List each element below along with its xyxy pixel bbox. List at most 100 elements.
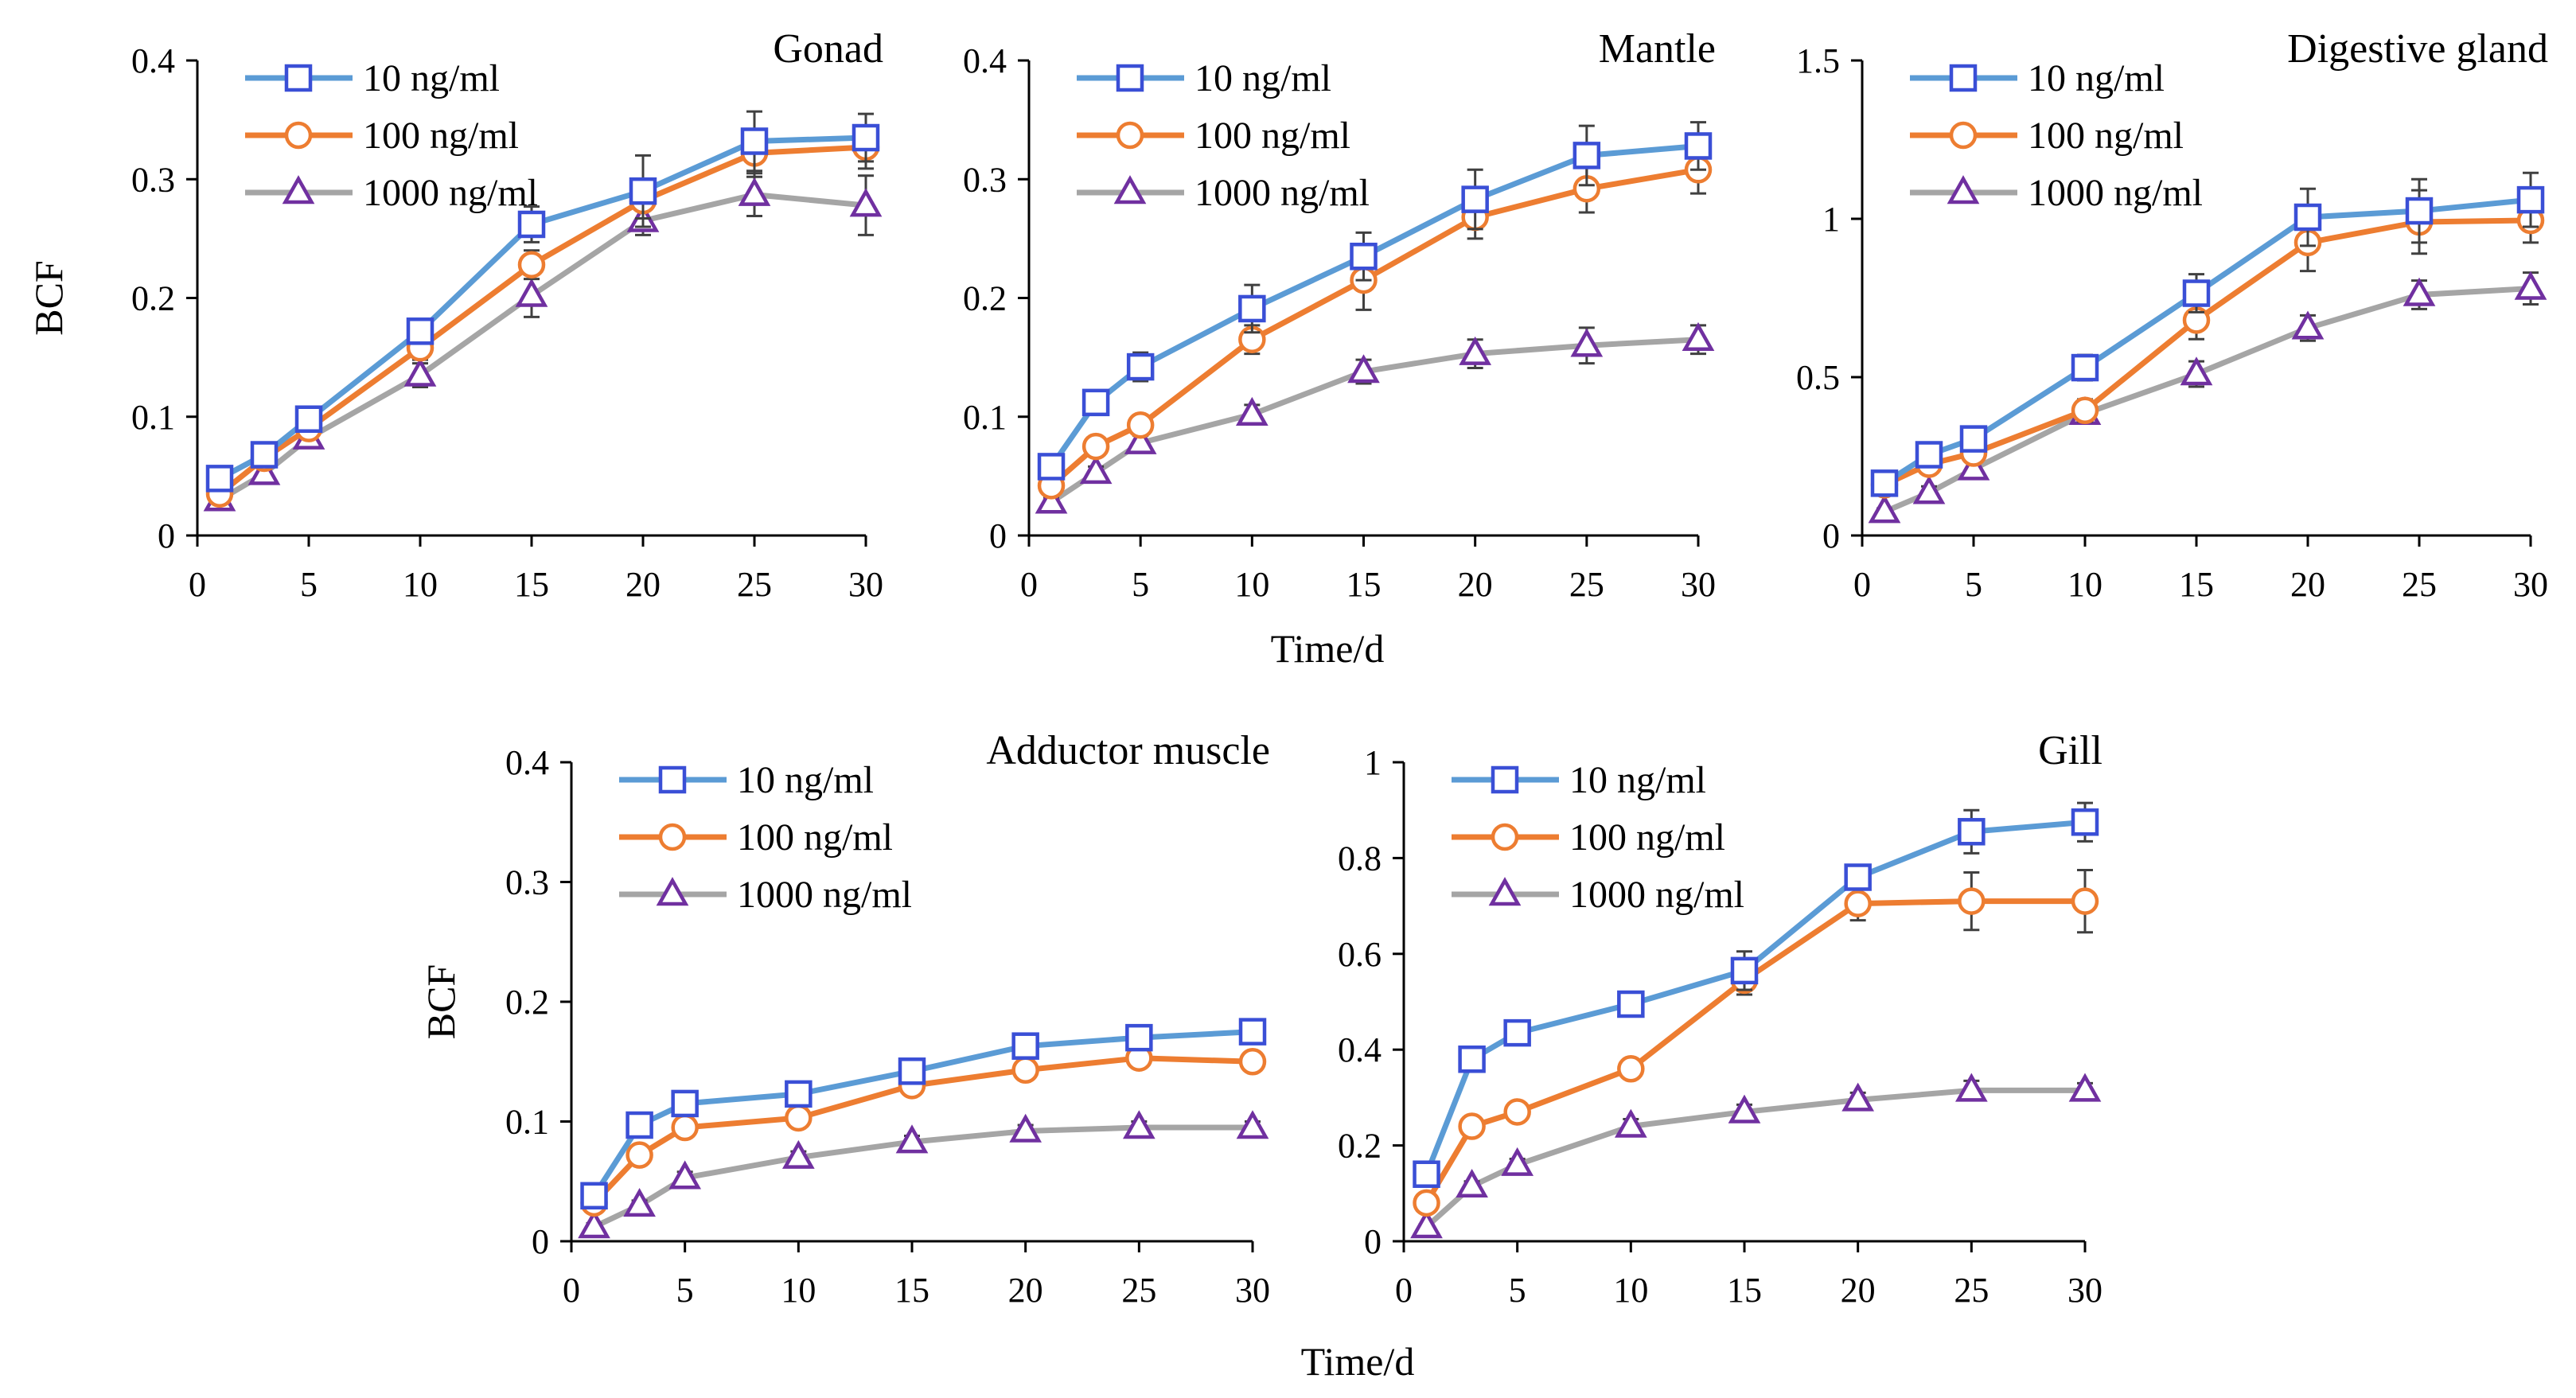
y-axis-title: BCF [26,260,71,336]
panel-title: Adductor muscle [986,728,1270,773]
legend-marker-s100 [284,121,313,150]
data-point-s100 [671,1113,699,1142]
data-point-s1000 [2403,277,2436,306]
legend: 10 ng/ml 100 ng/ml 1000 ng/ml [1910,57,2203,214]
data-point-s10 [1461,185,1489,213]
x-tick-label: 10 [2067,565,2102,604]
x-tick-label: 25 [1569,565,1604,604]
data-point-s10 [785,1080,813,1108]
x-tick-label: 20 [1458,565,1493,604]
data-point-s1000 [1912,475,1946,504]
x-tick-label: 15 [1346,565,1382,604]
data-point-s1000 [1459,336,1492,365]
data-point-s10 [2516,185,2545,214]
chart-panel-2: 0 0.5 1 1.5 0 5 10 15 20 25 30 Digestive gland 10 ng… [1796,26,2548,604]
data-point-s10 [2182,279,2211,307]
data-point-s100 [517,251,546,278]
data-point-s1000 [1954,1073,1988,1102]
legend-label-s100: 100 ng/ml [363,115,519,157]
chart-panel-0: 0 0.1 0.2 0.3 0.4 0 5 10 15 20 25 30 BCF Gonad 10 ng/m… [26,26,883,604]
data-point-s1000 [1236,1110,1269,1139]
data-point-s1000 [1957,451,1990,481]
data-point-s10 [1959,425,1988,453]
x-tick-label: 30 [2067,1271,2102,1310]
data-point-s1000 [515,278,548,307]
series-s100 [1413,868,2099,1217]
x-axis-title-top: Time/d [1271,626,1385,671]
data-point-s10 [1350,243,1378,271]
y-tick-label: 0.8 [1338,839,1382,878]
data-point-s10 [1413,1160,1440,1188]
y-tick-label: 0.1 [131,398,175,437]
x-tick-label: 10 [1613,1271,1648,1310]
data-point-s10 [1958,818,1986,846]
x-axis-title-bottom: Time/d [1301,1339,1415,1384]
data-point-s1000 [1841,1082,1875,1112]
data-point-s10 [1503,1018,1531,1047]
data-point-s1000 [1235,396,1269,426]
data-point-s100 [1126,411,1155,439]
legend-label-s10: 10 ng/ml [2028,57,2165,99]
legend-label-s100: 100 ng/ml [1569,816,1725,859]
data-point-s1000 [1079,455,1113,485]
data-point-s1000 [849,188,883,217]
data-point-s100 [1011,1056,1039,1085]
data-point-s10 [1572,142,1601,169]
data-point-s1000 [1035,485,1068,514]
legend-marker-s100 [1116,121,1144,150]
series-s1000 [1035,321,1715,514]
data-point-s1000 [1410,1209,1443,1239]
x-tick-label: 20 [1008,1271,1043,1310]
data-point-s100 [1617,1055,1645,1083]
data-point-s100 [785,1104,813,1132]
y-tick-label: 0 [989,516,1007,555]
data-point-s10 [1126,352,1155,381]
x-tick-label: 5 [1965,565,1982,604]
data-point-s10 [406,317,435,345]
legend-marker-s1000 [1488,877,1522,906]
legend-marker-s1000 [1947,175,1980,204]
legend-label-s100: 100 ng/ml [1194,115,1350,157]
series-line-s100 [1424,898,2085,1205]
legend-label-s100: 100 ng/ml [737,816,893,859]
chart-panel-3: 0 0.1 0.2 0.3 0.4 0 5 10 15 20 25 30 BCF Adductor mus… [419,728,1270,1310]
data-point-s1000 [1122,1110,1155,1139]
data-point-s10 [1011,1032,1039,1060]
data-point-s10 [898,1057,926,1085]
legend-label-s10: 10 ng/ml [1194,57,1331,99]
legend-marker-s10 [1949,64,1978,92]
data-point-s10 [625,1111,653,1139]
legend-marker-s10 [284,64,313,92]
x-tick-label: 0 [1395,1271,1413,1310]
panel-title: Gill [2038,728,2102,773]
series-s10 [1037,121,1713,481]
legend-marker-s10 [658,765,687,794]
data-point-s10 [1081,388,1110,417]
series-s1000 [578,1110,1269,1239]
legend-label-s10: 10 ng/ml [1569,759,1706,801]
data-point-s10 [1037,453,1066,481]
legend-marker-s100 [658,823,687,851]
y-tick-label: 0.3 [963,160,1007,199]
y-tick-label: 0.4 [1338,1030,1382,1069]
series-s10 [205,110,880,493]
data-point-s10 [1844,863,1872,891]
x-tick-label: 5 [1509,1271,1526,1310]
data-point-s1000 [781,1139,815,1169]
legend-marker-s1000 [656,877,689,906]
legend: 10 ng/ml 100 ng/ml 1000 ng/ml [245,57,538,214]
y-tick-label: 0.3 [505,863,549,902]
legend: 10 ng/ml 100 ng/ml 1000 ng/ml [1077,57,1370,214]
y-tick-label: 0.1 [505,1103,549,1142]
data-point-s1000 [1570,328,1604,357]
data-point-s10 [2293,203,2322,232]
data-point-s10 [1617,990,1645,1018]
y-tick-label: 0 [532,1222,549,1261]
x-tick-label: 10 [781,1271,816,1310]
data-point-s10 [517,210,546,239]
x-tick-label: 30 [1235,1271,1270,1310]
data-point-s100 [1413,1189,1440,1217]
data-point-s10 [1238,294,1266,323]
